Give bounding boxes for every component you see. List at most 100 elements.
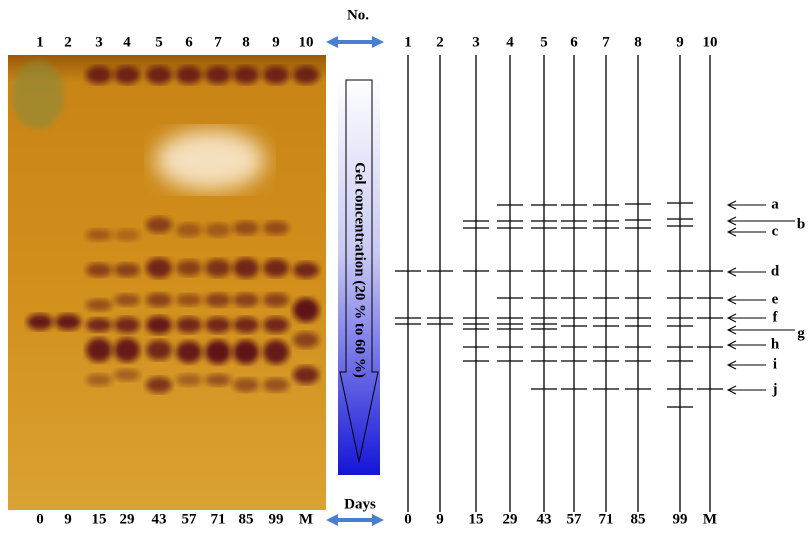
- band-label: h: [771, 336, 780, 352]
- gel-band: [86, 66, 112, 84]
- day-label: 85: [239, 511, 254, 527]
- gel-band: [205, 293, 231, 307]
- gel-band: [233, 378, 259, 392]
- gel-band: [233, 258, 259, 278]
- lane-number: 7: [602, 34, 610, 50]
- gel-band: [114, 294, 140, 306]
- gel-band: [263, 378, 289, 392]
- gel-band: [86, 299, 112, 311]
- gel-stain: [12, 61, 64, 129]
- band-label: i: [773, 356, 777, 372]
- gel-band: [146, 293, 172, 307]
- gel-band: [293, 298, 319, 322]
- gel-haze: [155, 130, 265, 190]
- day-label: 29: [503, 511, 518, 527]
- gel-band: [263, 66, 289, 84]
- day-label: 99: [673, 511, 688, 527]
- band-arrowhead: [726, 385, 737, 395]
- lane-number: 10: [703, 34, 718, 50]
- gel-band: [146, 66, 172, 84]
- gel-band: [233, 317, 259, 333]
- lane-number: 4: [123, 34, 131, 50]
- gel-band: [205, 223, 231, 237]
- gel-band: [114, 338, 140, 362]
- gel-band: [55, 314, 81, 330]
- day-label: M: [703, 511, 717, 527]
- band-arrowhead: [726, 295, 737, 305]
- gel-band: [114, 369, 140, 381]
- band-arrowhead: [726, 227, 737, 237]
- days-label: Days: [344, 496, 376, 512]
- gel-photo: [8, 55, 326, 510]
- gel-band: [293, 332, 319, 348]
- gel-band: [114, 317, 140, 333]
- gel-band: [146, 258, 172, 278]
- gel-band: [233, 293, 259, 307]
- band-label: b: [797, 216, 805, 232]
- band-arrowhead: [726, 340, 737, 350]
- lane-number: 3: [472, 34, 480, 50]
- day-label: 43: [152, 511, 167, 527]
- gel-band: [263, 317, 289, 333]
- lane-number: 5: [540, 34, 548, 50]
- gel-band: [233, 221, 259, 235]
- band-label: c: [772, 223, 779, 239]
- gradient-label: Gel concentration (20 % to 60 %): [352, 162, 368, 378]
- day-label: 57: [567, 511, 583, 527]
- lane-number: 10: [299, 34, 314, 50]
- gel-band: [146, 217, 172, 233]
- lane-number: 6: [570, 34, 578, 50]
- gel-band: [176, 223, 202, 237]
- day-label: M: [299, 511, 313, 527]
- day-label: 15: [469, 511, 484, 527]
- lane-number: 8: [242, 34, 250, 50]
- lane-number: 7: [214, 34, 222, 50]
- lane-number: 2: [64, 34, 72, 50]
- gel-band: [233, 66, 259, 84]
- day-label: 29: [120, 511, 135, 527]
- band-label: a: [771, 196, 779, 212]
- day-label: 9: [64, 511, 72, 527]
- band-label: j: [772, 381, 778, 397]
- gel-band: [176, 260, 202, 276]
- gel-band: [205, 66, 231, 84]
- day-label: 71: [211, 511, 226, 527]
- day-label: 0: [404, 511, 412, 527]
- gel-band: [205, 374, 231, 386]
- gel-band: [205, 259, 231, 277]
- gel-band: [176, 66, 202, 84]
- gel-band: [293, 262, 319, 278]
- lane-number: 1: [404, 34, 412, 50]
- band-label: d: [771, 263, 780, 279]
- band-arrowhead: [726, 267, 737, 277]
- day-label: 99: [269, 511, 284, 527]
- gel-band: [176, 294, 202, 306]
- day-label: 43: [537, 511, 552, 527]
- gel-background: [8, 55, 326, 510]
- gel-band: [263, 293, 289, 307]
- band-arrowhead: [726, 360, 737, 370]
- band-arrowhead: [726, 200, 737, 210]
- gel-band: [114, 263, 140, 277]
- gel-band: [263, 221, 289, 235]
- concentration-gradient: [338, 75, 380, 475]
- gel-band: [114, 229, 140, 241]
- gel-band: [86, 263, 112, 277]
- lane-number: 9: [676, 34, 684, 50]
- gel-band: [205, 340, 231, 364]
- day-label: 9: [436, 511, 444, 527]
- gel-band: [263, 259, 289, 277]
- band-schematic: [395, 55, 795, 512]
- band-label: g: [797, 325, 805, 341]
- lane-number: 2: [436, 34, 444, 50]
- day-label: 57: [182, 511, 198, 527]
- band-label: e: [772, 291, 779, 307]
- gel-band: [146, 316, 172, 334]
- gel-band: [86, 318, 112, 332]
- gel-band: [205, 317, 231, 333]
- gel-band: [86, 374, 112, 386]
- gel-band: [86, 338, 112, 362]
- gel-band: [114, 66, 140, 84]
- lane-number: 6: [185, 34, 193, 50]
- lane-number: 9: [272, 34, 280, 50]
